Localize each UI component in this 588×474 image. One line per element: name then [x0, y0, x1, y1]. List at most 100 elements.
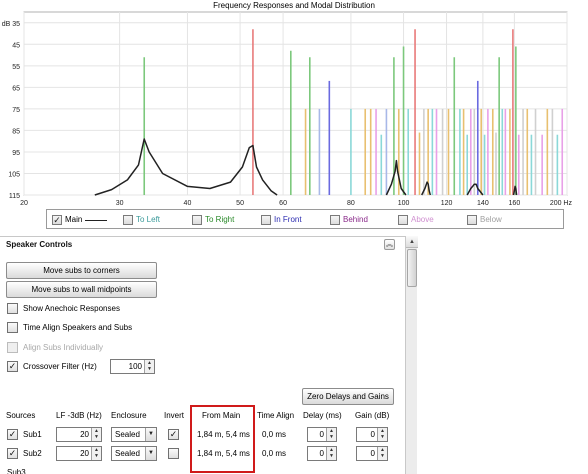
legend-item-main[interactable]: ✓ Main — [52, 214, 142, 226]
sub1-lf-stepper[interactable]: 20 ▲ ▼ — [56, 427, 102, 442]
sub2-enclosure-value: Sealed — [115, 449, 140, 458]
sub3-label-partial: Sub3 — [7, 468, 26, 474]
legend-main-checkbox[interactable]: ✓ — [52, 215, 62, 225]
y-tick-label: 95 — [12, 150, 20, 157]
legend-item-to-left[interactable]: To Left — [123, 214, 193, 226]
legend-above-label: Above — [411, 215, 434, 224]
move-subs-midpoints-button[interactable]: Move subs to wall midpoints — [6, 281, 157, 298]
legend-item-behind[interactable]: Behind — [330, 214, 400, 226]
crossover-label: Crossover Filter (Hz) — [23, 362, 97, 371]
sub1-lf-arrows-icon[interactable]: ▲ ▼ — [91, 428, 101, 441]
x-tick-label: 40 — [184, 200, 192, 207]
sub1-delay-value: 0 — [319, 430, 324, 439]
sub1-toggle[interactable]: ✓ Sub1 — [7, 429, 52, 441]
header-delay: Delay (ms) — [303, 411, 342, 420]
right-empty-area — [418, 236, 588, 474]
crossover-stepper-arrows-icon[interactable]: ▲ ▼ — [144, 360, 154, 373]
crossover-frequency-stepper[interactable]: 100 ▲ ▼ — [110, 359, 155, 374]
x-tick-label: 160 — [509, 200, 521, 207]
sub1-enclosure-select[interactable]: Sealed ▼ — [111, 427, 157, 442]
sub1-gain-arrows-icon[interactable]: ▲ ▼ — [377, 428, 387, 441]
sub2-delay-arrows-icon[interactable]: ▲ ▼ — [326, 447, 336, 460]
sub2-invert-toggle[interactable] — [168, 448, 180, 460]
sub1-enclosure-dropdown-icon[interactable]: ▼ — [145, 428, 156, 441]
x-tick-label: 60 — [279, 200, 287, 207]
y-tick-label: 115 — [9, 193, 20, 200]
header-invert: Invert — [164, 411, 185, 420]
legend-item-to-right[interactable]: To Right — [192, 214, 262, 226]
legend-main-label: Main — [65, 215, 83, 224]
zero-delays-gains-button[interactable]: Zero Delays and Gains — [302, 388, 394, 405]
sub2-lf-stepper[interactable]: 20 ▲ ▼ — [56, 446, 102, 461]
sub2-toggle[interactable]: ✓ Sub2 — [7, 448, 52, 460]
panel-scrollbar[interactable]: ▲ — [405, 236, 418, 474]
x-tick-label: 30 — [116, 200, 124, 207]
sub2-invert-checkbox[interactable] — [168, 448, 179, 459]
time-align-toggle[interactable]: Time Align Speakers and Subs — [7, 322, 207, 334]
legend-in-front-label: In Front — [274, 215, 302, 224]
sub1-lf-value: 20 — [80, 430, 89, 439]
legend-item-below[interactable]: Below — [467, 214, 537, 226]
sub2-checkbox[interactable]: ✓ — [7, 448, 18, 459]
time-align-checkbox[interactable] — [7, 322, 18, 333]
x-tick-label: 100 — [398, 200, 410, 207]
sub2-delay-stepper[interactable]: 0 ▲ ▼ — [307, 446, 337, 461]
chart-legend: ✓ Main To Left To Right In Front Behind … — [46, 209, 564, 229]
sub1-delay-arrows-icon[interactable]: ▲ ▼ — [326, 428, 336, 441]
crossover-checkbox[interactable]: ✓ — [7, 361, 18, 372]
main-response-curve — [94, 138, 518, 196]
legend-to-right-label: To Right — [205, 215, 235, 224]
show-anechoic-label: Show Anechoic Responses — [23, 304, 120, 313]
y-tick-label: 45 — [12, 42, 20, 49]
sub2-from-main: 1,84 m, 5,4 ms — [197, 449, 250, 458]
align-subs-checkbox — [7, 342, 18, 353]
align-subs-toggle: Align Subs Individually — [7, 342, 207, 354]
sub2-gain-stepper[interactable]: 0 ▲ ▼ — [356, 446, 388, 461]
sub1-checkbox[interactable]: ✓ — [7, 429, 18, 440]
sub2-enclosure-select[interactable]: Sealed ▼ — [111, 446, 157, 461]
scrollbar-thumb[interactable] — [407, 249, 417, 287]
sub2-enclosure-dropdown-icon[interactable]: ▼ — [145, 447, 156, 460]
sub2-time-align: 0,0 ms — [262, 449, 287, 458]
plot-frame — [23, 11, 568, 196]
legend-below-label: Below — [480, 215, 502, 224]
sub1-gain-value: 0 — [370, 430, 375, 439]
legend-item-above[interactable]: Above — [398, 214, 468, 226]
legend-to-left-checkbox[interactable] — [123, 215, 133, 225]
legend-behind-label: Behind — [343, 215, 368, 224]
x-tick-label: 140 — [477, 200, 489, 207]
x-tick-label: 200 Hz — [550, 200, 573, 207]
legend-below-checkbox[interactable] — [467, 215, 477, 225]
y-tick-label: 105 — [8, 171, 20, 178]
legend-in-front-checkbox[interactable] — [261, 215, 271, 225]
legend-to-right-checkbox[interactable] — [192, 215, 202, 225]
crossover-toggle[interactable]: ✓ Crossover Filter (Hz) — [7, 361, 117, 373]
collapse-panel-icon[interactable]: ︽ — [384, 239, 395, 250]
y-tick-label: 55 — [12, 64, 20, 71]
frequency-response-chart: 115 105 95 85 75 65 55 45 dB 35 20 30 40 50 60 80 100 12… — [2, 11, 573, 207]
show-anechoic-toggle[interactable]: Show Anechoic Responses — [7, 303, 207, 315]
header-sources: Sources — [6, 411, 36, 420]
header-gain: Gain (dB) — [355, 411, 390, 420]
scroll-up-arrow-icon[interactable]: ▲ — [406, 236, 418, 248]
sub2-label: Sub2 — [23, 449, 42, 458]
legend-main-line-swatch — [85, 220, 107, 221]
sub1-time-align: 0,0 ms — [262, 430, 287, 439]
legend-behind-checkbox[interactable] — [330, 215, 340, 225]
sub2-gain-arrows-icon[interactable]: ▲ ▼ — [377, 447, 387, 460]
y-tick-label: 85 — [12, 128, 20, 135]
show-anechoic-checkbox[interactable] — [7, 303, 18, 314]
sub2-lf-arrows-icon[interactable]: ▲ ▼ — [91, 447, 101, 460]
header-lf3db: LF -3dB (Hz) — [56, 411, 102, 420]
sub1-gain-stepper[interactable]: 0 ▲ ▼ — [356, 427, 388, 442]
legend-above-checkbox[interactable] — [398, 215, 408, 225]
legend-item-in-front[interactable]: In Front — [261, 214, 331, 226]
sub1-from-main: 1,84 m, 5,4 ms — [197, 430, 250, 439]
sub2-lf-value: 20 — [80, 449, 89, 458]
move-subs-corners-button[interactable]: Move subs to corners — [6, 262, 157, 279]
sub1-delay-stepper[interactable]: 0 ▲ ▼ — [307, 427, 337, 442]
x-tick-label: 50 — [236, 200, 244, 207]
sub1-invert-toggle[interactable]: ✓ — [168, 429, 180, 441]
sub1-invert-checkbox[interactable]: ✓ — [168, 429, 179, 440]
x-tick-label: 80 — [347, 200, 355, 207]
